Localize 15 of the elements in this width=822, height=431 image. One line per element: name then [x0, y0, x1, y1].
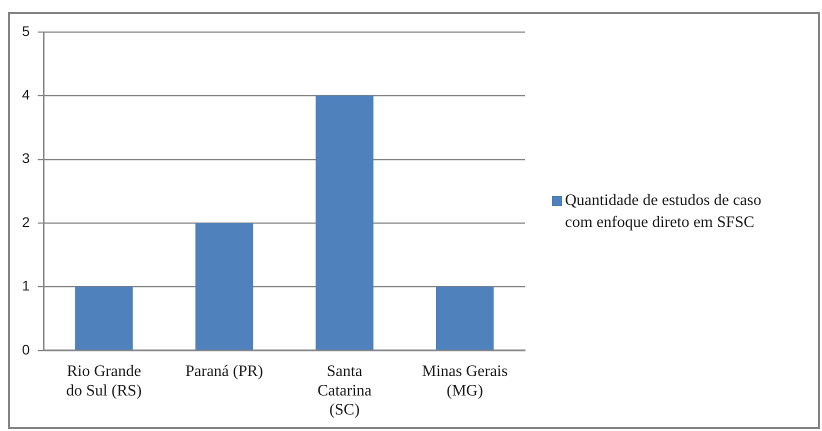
x-tick-label: Santa Catarina (SC): [317, 363, 372, 419]
x-tick-label: Rio Grande do Sul (RS): [66, 363, 142, 400]
y-tick-label: 1: [22, 278, 30, 294]
legend-label: Quantidade de estudos de caso com enfoque direto em SFSC: [565, 191, 762, 233]
bar: [75, 286, 133, 350]
y-tick-label: 4: [22, 86, 30, 103]
y-tick-label: 3: [22, 150, 30, 166]
y-tick-label: 2: [22, 214, 30, 230]
bar: [195, 223, 254, 350]
y-tick-label: 0: [22, 341, 30, 358]
x-tick-label: Paraná (PR): [185, 363, 264, 380]
bar: [316, 96, 374, 350]
x-tick-label: Minas Gerais (MG): [422, 363, 508, 400]
y-tick-label: 5: [22, 22, 30, 39]
bar: [436, 286, 494, 350]
